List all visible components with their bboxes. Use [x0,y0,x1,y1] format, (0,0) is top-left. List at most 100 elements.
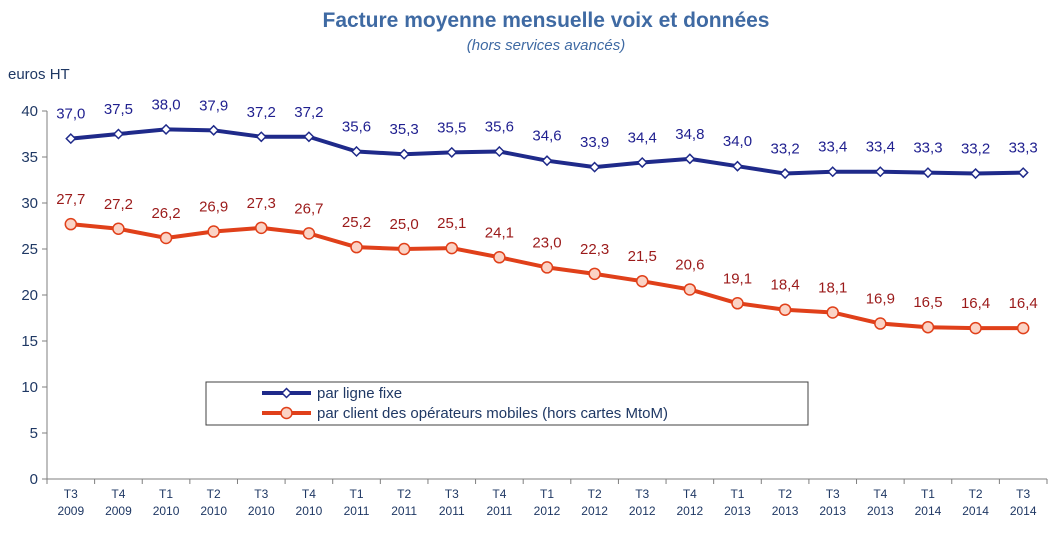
y-tick-label: 40 [21,103,38,120]
data-label-fixe: 33,4 [866,139,895,156]
data-point-fixe [827,166,839,178]
y-tick-label: 0 [30,471,38,488]
data-point-mobile [255,221,268,235]
legend-swatch-marker-fixe [280,387,293,399]
x-tick-label-year: 2010 [153,504,180,518]
legend-label-mobile: par client des opérateurs mobiles (hors … [317,405,668,422]
data-label-fixe: 33,3 [913,140,942,157]
x-tick-label-year: 2011 [486,504,512,518]
data-point-fixe [303,131,315,143]
data-point-fixe [208,124,220,136]
data-label-mobile: 21,5 [628,248,657,265]
data-point-mobile [64,217,78,231]
data-label-fixe: 35,5 [437,119,466,136]
data-point-fixe [350,145,363,158]
data-point-mobile [207,225,220,238]
data-point-mobile [731,297,744,310]
data-point-mobile [159,231,173,245]
legend-box [205,381,809,426]
x-tick-label-year: 2014 [962,504,989,518]
data-point-mobile [1016,321,1030,335]
data-label-mobile: 27,7 [56,191,85,208]
data-label-fixe: 35,3 [390,121,419,138]
x-tick-label-quarter: T4 [302,487,316,501]
data-label-mobile: 16,4 [1009,295,1038,312]
data-point-mobile [826,306,839,319]
data-point-fixe [160,123,172,135]
x-tick-label-year: 2012 [534,504,561,518]
data-label-mobile: 16,5 [913,294,942,311]
data-label-mobile: 24,1 [485,224,514,241]
x-tick-label-quarter: T1 [921,487,935,501]
x-tick-label-quarter: T4 [492,487,506,501]
data-label-mobile: 25,0 [390,216,419,233]
data-point-fixe [589,161,601,173]
data-point-fixe [970,167,982,180]
chart-title: Facture moyenne mensuelle voix et donnée… [323,9,770,32]
data-point-fixe [446,146,458,158]
data-label-mobile: 16,9 [866,291,895,308]
x-tick-label-quarter: T2 [969,487,983,501]
legend-swatch-marker-mobile [280,406,293,420]
data-label-fixe: 37,2 [294,104,323,121]
x-tick-label-quarter: T1 [540,487,554,501]
data-point-mobile [635,274,649,288]
x-tick-label-quarter: T2 [588,487,602,501]
data-point-fixe [922,167,934,179]
legend-label-fixe: par ligne fixe [317,385,402,402]
data-label-mobile: 26,2 [151,205,180,222]
data-point-fixe [684,153,696,165]
y-tick-label: 5 [30,425,38,442]
x-tick-label-year: 2009 [105,504,132,518]
data-point-mobile [397,242,411,256]
data-label-mobile: 27,3 [247,195,276,212]
data-label-fixe: 33,4 [818,139,847,156]
data-point-mobile [302,227,316,240]
x-tick-label-year: 2013 [867,504,894,518]
x-tick-label-quarter: T1 [159,487,173,501]
x-tick-label-quarter: T3 [635,487,649,501]
data-label-fixe: 37,5 [104,101,133,118]
x-tick-label-year: 2010 [200,504,227,518]
data-label-fixe: 34,0 [723,133,752,150]
data-point-fixe [779,167,791,180]
data-label-mobile: 23,0 [532,234,561,251]
x-tick-label-quarter: T3 [254,487,268,501]
data-point-fixe [65,133,77,145]
data-point-fixe [636,156,648,169]
data-label-fixe: 34,4 [628,130,657,147]
y-tick-label: 35 [21,149,38,166]
y-tick-label: 30 [21,195,38,212]
x-tick-label-year: 2012 [581,504,608,518]
data-labels-layer: 37,0 37,5 38,0 37,9 37,2 37,2 35,6 35,3 35,5 35,6… [56,96,1038,312]
x-tick-label-quarter: T2 [397,487,411,501]
x-tick-label-year: 2011 [391,504,417,518]
data-label-mobile: 18,4 [770,277,799,294]
data-point-mobile [778,303,792,316]
data-label-mobile: 16,4 [961,295,990,312]
x-tick-label-quarter: T2 [778,487,792,501]
data-label-mobile: 26,7 [294,200,323,217]
data-point-mobile [540,261,554,274]
data-label-fixe: 37,2 [247,104,276,121]
data-label-mobile: 25,2 [342,214,371,231]
x-tick-label-quarter: T1 [350,487,364,501]
x-tick-label-quarter: T1 [730,487,744,501]
x-tick-label-quarter: T4 [683,487,697,501]
x-tick-label-quarter: T4 [111,487,125,501]
data-label-fixe: 33,2 [961,141,990,158]
data-label-mobile: 19,1 [723,270,752,287]
data-point-fixe [255,131,267,143]
data-label-fixe: 35,6 [485,118,514,135]
data-label-mobile: 25,1 [437,215,466,232]
x-tick-label-year: 2010 [296,504,323,518]
data-label-mobile: 22,3 [580,241,609,258]
data-point-mobile [683,283,697,296]
data-point-fixe [1017,167,1029,179]
x-tick-label-year: 2011 [439,504,465,518]
x-tick-label-year: 2012 [629,504,656,518]
data-label-fixe: 33,2 [770,141,799,158]
data-point-mobile [350,240,363,254]
y-tick-label: 15 [21,333,38,350]
x-tick-label-year: 2009 [57,504,84,518]
